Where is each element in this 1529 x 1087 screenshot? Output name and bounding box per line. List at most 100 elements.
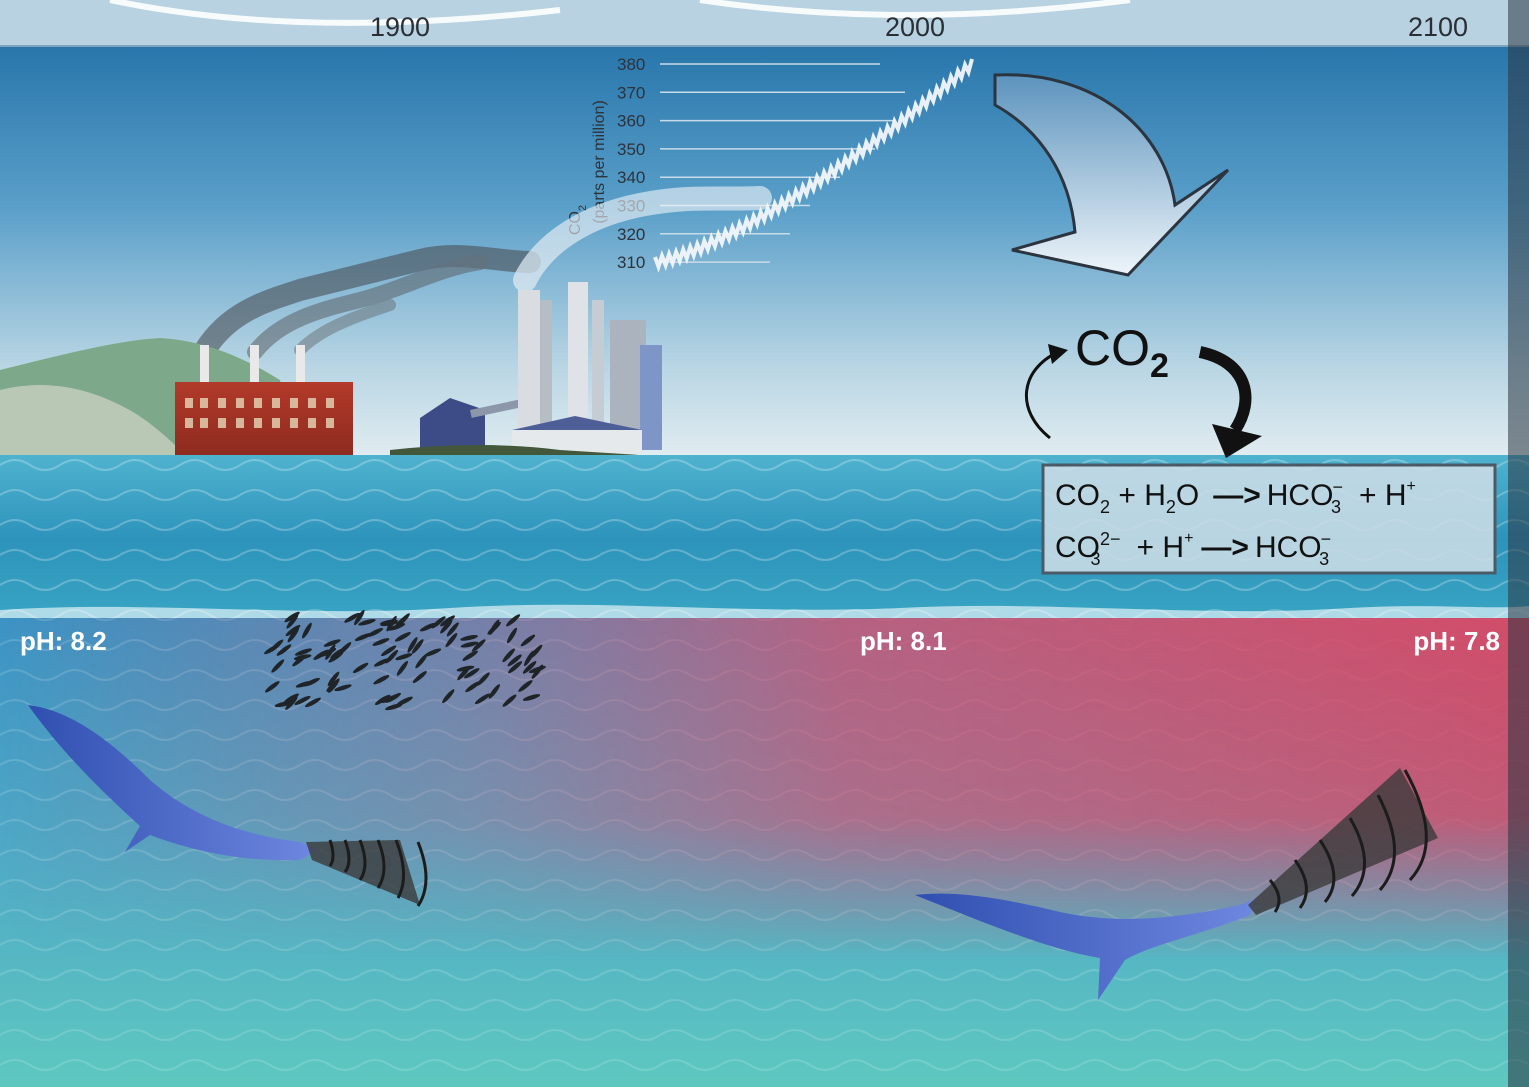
fish bbox=[381, 645, 397, 657]
fish bbox=[344, 612, 360, 623]
timeline-year-1900: 1900 bbox=[370, 12, 430, 42]
co2-rising-curve bbox=[653, 58, 974, 273]
co2-tick-label: 370 bbox=[617, 83, 645, 102]
equation-box: CO2 + H2O —> HCO− 3 + H+ CO2− 3 + H+ —> HCO− 3 bbox=[1041, 463, 1497, 575]
co2-tick-label: 340 bbox=[617, 168, 645, 187]
fish bbox=[286, 614, 299, 629]
fish bbox=[488, 684, 500, 699]
ph-label-2000: pH: 8.1 bbox=[860, 626, 947, 656]
fish bbox=[440, 615, 455, 627]
fish bbox=[327, 671, 340, 687]
fish bbox=[337, 642, 352, 655]
fish bbox=[374, 694, 391, 706]
co2-cycle: CO2 bbox=[1025, 320, 1262, 458]
fish bbox=[522, 694, 541, 701]
smoke-icon bbox=[194, 186, 772, 361]
fish bbox=[287, 627, 299, 643]
ph-label-1900: pH: 8.2 bbox=[20, 626, 107, 656]
fish bbox=[385, 703, 403, 711]
fish-school-icon bbox=[264, 609, 546, 711]
co2-tick-label: 360 bbox=[617, 112, 645, 131]
fish bbox=[372, 638, 390, 646]
fish bbox=[334, 684, 352, 692]
co2-molecule-label: CO2 bbox=[1075, 320, 1169, 385]
fish bbox=[424, 648, 442, 657]
fish bbox=[520, 634, 536, 647]
fish bbox=[445, 632, 458, 648]
fish bbox=[264, 681, 280, 693]
fish bbox=[442, 689, 455, 704]
fish bbox=[411, 639, 424, 654]
fish bbox=[276, 644, 292, 656]
fish bbox=[460, 635, 478, 641]
fish bbox=[407, 637, 418, 653]
fish bbox=[440, 619, 453, 634]
fish bbox=[476, 672, 490, 686]
fish bbox=[508, 661, 523, 674]
fish bbox=[302, 622, 312, 639]
fish bbox=[373, 675, 390, 685]
co2-tick-label: 310 bbox=[617, 253, 645, 272]
fish bbox=[274, 701, 293, 708]
sound-wave-icon bbox=[1248, 768, 1438, 915]
fish bbox=[522, 661, 537, 674]
fish bbox=[354, 609, 365, 626]
fish bbox=[323, 639, 341, 647]
cycle-arrow-icon bbox=[1025, 350, 1059, 440]
equation-2: CO2− 3 + H+ —> HCO− 3 bbox=[1055, 529, 1331, 569]
fish bbox=[394, 614, 409, 628]
co2-axis-unit: (parts per million) bbox=[591, 100, 608, 224]
fish bbox=[412, 670, 427, 684]
fish bbox=[381, 694, 399, 703]
fish bbox=[325, 644, 336, 660]
fish bbox=[474, 693, 491, 705]
fish bbox=[396, 660, 408, 676]
fish bbox=[294, 648, 312, 656]
fish bbox=[460, 641, 479, 648]
fish bbox=[471, 639, 486, 652]
fish bbox=[506, 614, 521, 627]
power-plant-icon bbox=[390, 282, 750, 466]
co2-tick-label: 350 bbox=[617, 140, 645, 159]
fish bbox=[305, 697, 321, 708]
ph-label-2100: pH: 7.8 bbox=[1413, 626, 1500, 656]
fish bbox=[531, 664, 544, 679]
whale-icon bbox=[28, 705, 318, 861]
fish bbox=[294, 695, 311, 705]
fish bbox=[284, 611, 300, 623]
acidification-gradient bbox=[0, 618, 1529, 978]
fish bbox=[373, 658, 391, 667]
fish bbox=[264, 644, 280, 655]
co2-tick-label: 320 bbox=[617, 225, 645, 244]
timeline-year-2100: 2100 bbox=[1408, 12, 1468, 42]
fish bbox=[523, 650, 535, 667]
fish bbox=[271, 659, 285, 673]
fish bbox=[419, 622, 437, 632]
fish bbox=[507, 654, 522, 667]
fish bbox=[415, 654, 428, 669]
sound-wave-icon bbox=[306, 839, 428, 907]
fish bbox=[285, 624, 301, 637]
fish bbox=[352, 662, 369, 674]
right-edge bbox=[1508, 0, 1529, 1087]
factory-icon bbox=[175, 345, 353, 458]
fish bbox=[354, 632, 372, 642]
fish bbox=[326, 678, 340, 692]
co2-tick-label: 380 bbox=[617, 55, 645, 74]
fish bbox=[292, 654, 307, 667]
fish bbox=[295, 680, 314, 688]
fish bbox=[464, 668, 480, 679]
timeline-year-2000: 2000 bbox=[885, 12, 945, 42]
fish bbox=[358, 619, 376, 626]
cycle-arrow-bold-icon bbox=[1198, 346, 1252, 434]
fish bbox=[502, 694, 517, 707]
fish bbox=[395, 653, 413, 661]
fish bbox=[462, 650, 478, 661]
fish bbox=[380, 619, 398, 625]
fish bbox=[394, 632, 411, 642]
equation-1: CO2 + H2O —> HCO− 3 + H+ bbox=[1055, 477, 1416, 517]
fish bbox=[456, 665, 475, 672]
fish bbox=[502, 648, 515, 663]
fish bbox=[487, 621, 501, 635]
